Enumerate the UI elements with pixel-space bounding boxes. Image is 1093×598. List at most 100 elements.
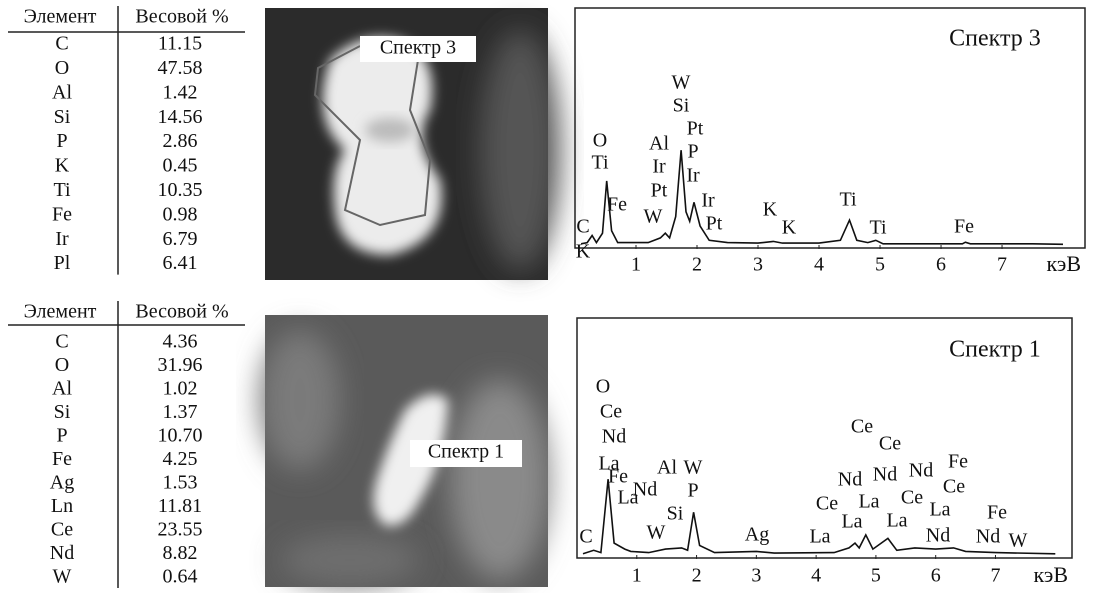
table-header: Элемент: [24, 6, 97, 28]
peak-label: Ce: [901, 487, 923, 509]
image-label: Спектр 1: [428, 441, 504, 463]
peak-label: Ir: [652, 156, 666, 178]
weight-cell: 23.55: [158, 519, 203, 541]
peak-label: Fe: [608, 466, 628, 488]
weight-cell: 2.86: [163, 130, 198, 152]
x-axis-label: кэВ: [1046, 251, 1081, 276]
x-tick-label: 2: [692, 254, 702, 276]
peak-label: Nd: [909, 460, 933, 482]
peak-label: C: [576, 216, 589, 238]
x-tick-label: 3: [753, 254, 763, 276]
peak-label: Nd: [926, 525, 950, 547]
x-tick-label: 1: [632, 565, 642, 587]
peak-label: O: [593, 130, 607, 152]
peak-label: P: [687, 480, 698, 502]
element-cell: Ln: [51, 495, 73, 517]
peak-label: Fe: [607, 194, 627, 216]
x-tick-label: 3: [751, 565, 761, 587]
peak-label: Ir: [686, 165, 700, 187]
peak-label: C: [579, 526, 592, 548]
element-cell: C: [55, 331, 68, 353]
peak-label: Ce: [851, 416, 873, 438]
peak-label: W: [672, 72, 691, 94]
element-cell: P: [56, 130, 67, 152]
peak-label: Al: [649, 133, 669, 155]
element-cell: O: [55, 354, 69, 376]
peak-label: Ti: [591, 152, 609, 174]
weight-cell: 0.45: [163, 155, 198, 177]
peak-label: Ce: [943, 476, 965, 498]
x-tick-label: 4: [811, 565, 821, 587]
peak-label: Si: [667, 503, 684, 525]
weight-cell: 1.02: [163, 378, 198, 400]
peak-label: Nd: [976, 526, 1000, 548]
peak-label: Ce: [879, 433, 901, 455]
peak-label: Ir: [701, 190, 715, 212]
weight-cell: 4.25: [163, 448, 198, 470]
peak-label: O: [596, 376, 610, 398]
peak-label: La: [809, 526, 830, 548]
page: ЭлементВесовой %C11.15O47.58Al1.42Si14.5…: [0, 0, 1093, 598]
peak-label: W: [684, 457, 703, 479]
table-header: Элемент: [24, 301, 97, 323]
peak-label: La: [841, 511, 862, 533]
element-cell: Si: [54, 401, 71, 423]
element-cell: Ir: [55, 228, 69, 250]
peak-label: La: [886, 510, 907, 532]
x-tick-label: 7: [990, 565, 1000, 587]
peak-label: Pt: [687, 118, 704, 140]
element-cell: K: [55, 155, 70, 177]
x-tick-label: 6: [931, 565, 941, 587]
peak-label: K: [782, 217, 797, 239]
peak-label: Pt: [706, 213, 723, 235]
weight-cell: 1.53: [163, 472, 198, 494]
sem-image: [260, 315, 550, 587]
peak-label: La: [858, 491, 879, 513]
weight-cell: 1.37: [163, 401, 198, 423]
x-tick-label: 5: [875, 254, 885, 276]
peak-label: Fe: [987, 502, 1007, 524]
element-cell: O: [55, 57, 69, 79]
peak-label: La: [929, 499, 950, 521]
peak-label: Nd: [633, 479, 657, 501]
peak-label: Al: [657, 457, 677, 479]
x-tick-label: 1: [631, 254, 641, 276]
table-header: Весовой %: [135, 301, 228, 323]
element-cell: Pl: [54, 252, 71, 274]
spectrum-title: Спектр 1: [949, 337, 1041, 363]
peak-label: W: [1009, 530, 1028, 552]
peak-label: Ag: [745, 524, 769, 546]
peak-label: K: [576, 241, 591, 263]
x-tick-label: 2: [692, 565, 702, 587]
peak-label: Ce: [600, 401, 622, 423]
weight-cell: 14.56: [158, 106, 203, 128]
element-cell: P: [56, 425, 67, 447]
figure: ЭлементВесовой %C11.15O47.58Al1.42Si14.5…: [0, 0, 1093, 593]
weight-cell: 4.36: [163, 331, 198, 353]
element-cell: Ti: [53, 179, 71, 201]
weight-cell: 0.98: [163, 203, 198, 225]
weight-cell: 10.70: [158, 425, 203, 447]
peak-label: P: [687, 141, 698, 163]
element-cell: Fe: [52, 203, 72, 225]
peak-label: Pt: [651, 180, 668, 202]
weight-cell: 6.41: [163, 252, 198, 274]
peak-label: W: [644, 206, 663, 228]
element-cell: Al: [52, 378, 72, 400]
peak-label: Ti: [869, 217, 887, 239]
weight-cell: 11.81: [158, 495, 202, 517]
peak-label: Ti: [839, 189, 857, 211]
peak-label: Fe: [948, 451, 968, 473]
element-cell: Al: [52, 81, 72, 103]
weight-cell: 31.96: [158, 354, 203, 376]
peak-label: Si: [673, 95, 690, 117]
image-label: Спектр 3: [380, 37, 456, 59]
peak-label: Nd: [602, 426, 626, 448]
element-cell: Ag: [50, 472, 74, 494]
weight-cell: 0.64: [163, 566, 198, 588]
x-tick-label: 4: [814, 254, 824, 276]
peak-label: W: [647, 522, 666, 544]
element-cell: C: [55, 33, 68, 55]
peak-label: K: [763, 199, 778, 221]
peak-label: Nd: [838, 469, 862, 491]
